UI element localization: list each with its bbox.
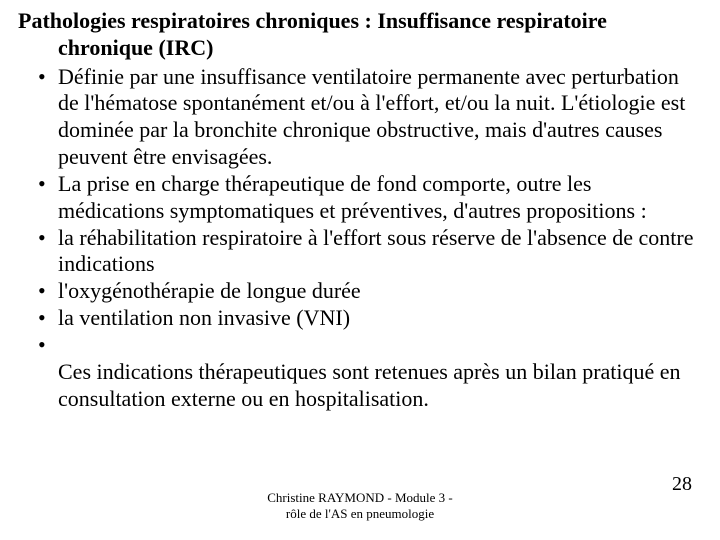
footer-line1: Christine RAYMOND - Module 3 - [267,490,453,505]
bullet-text: Définie par une insuffisance ventilatoir… [58,64,685,169]
list-item-empty [58,332,702,359]
slide-title: Pathologies respiratoires chroniques : I… [18,8,702,62]
list-item: Définie par une insuffisance ventilatoir… [58,64,702,171]
bullet-text: la ventilation non invasive (VNI) [58,305,350,330]
bullet-text: la réhabilitation respiratoire à l'effor… [58,225,693,277]
continuation-paragraph: Ces indications thérapeutiques sont rete… [18,359,702,413]
bullet-text: La prise en charge thérapeutique de fond… [58,171,647,223]
list-item: La prise en charge thérapeutique de fond… [58,171,702,225]
slide: Pathologies respiratoires chroniques : I… [0,0,720,540]
title-line1: Pathologies respiratoires chroniques : I… [18,8,607,33]
page-number: 28 [672,473,692,496]
title-line2: chronique (IRC) [18,35,702,62]
bullet-text [58,332,64,357]
footer: Christine RAYMOND - Module 3 - rôle de l… [0,490,720,523]
bullet-list: Définie par une insuffisance ventilatoir… [18,64,702,359]
bullet-text: l'oxygénothérapie de longue durée [58,278,361,303]
list-item: la réhabilitation respiratoire à l'effor… [58,225,702,279]
footer-line2: rôle de l'AS en pneumologie [286,506,434,521]
list-item: l'oxygénothérapie de longue durée [58,278,702,305]
list-item: la ventilation non invasive (VNI) [58,305,702,332]
